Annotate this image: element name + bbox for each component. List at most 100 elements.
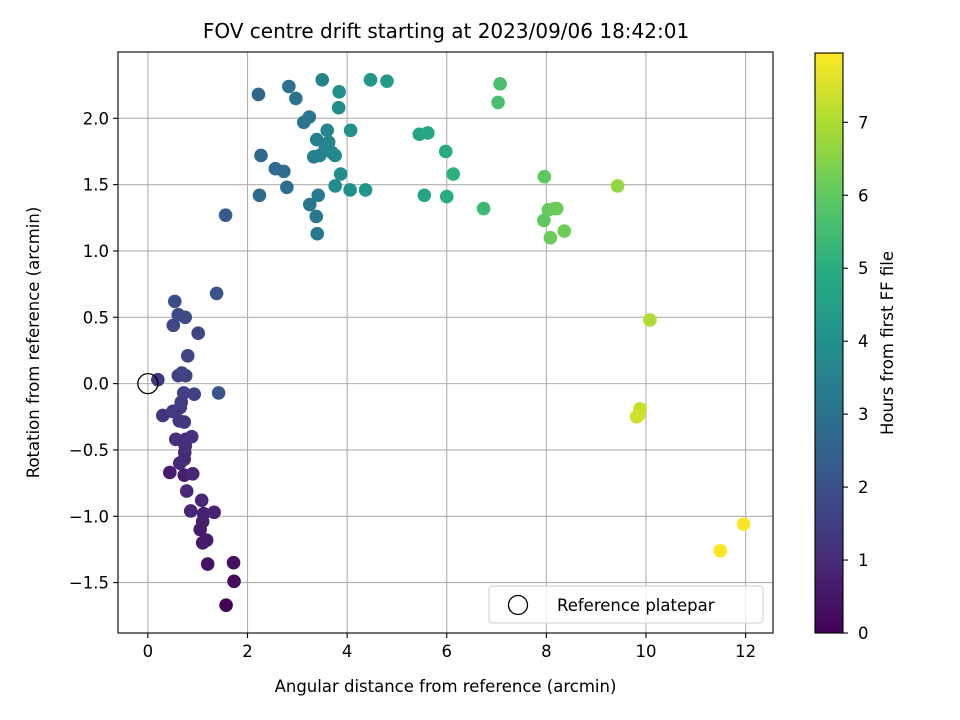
data-point [358,183,373,197]
data-point [185,467,200,481]
x-tick-label: 12 [735,642,756,661]
colorbar-label: Hours from first FF file [878,251,897,435]
x-tick-label: 2 [242,642,253,661]
data-point [491,95,505,110]
y-tick-label: 0.5 [83,308,109,327]
x-axis-ticks: 0 2 4 6 8 10 12 [143,633,756,661]
data-point [446,167,461,181]
data-point [543,230,558,245]
reference-marker [137,372,159,395]
y-tick-label: 2.0 [83,109,109,128]
colorbar-frame [814,52,844,634]
x-tick-label: 0 [143,642,154,661]
data-point [331,100,346,115]
data-point [343,183,357,197]
data-point [343,123,358,138]
colorbar-tick-label: 0 [858,624,869,643]
colorbar-gradient [815,53,843,633]
grid [118,52,773,633]
data-point [194,493,209,508]
data-point [610,179,625,193]
data-point [289,91,303,106]
colorbar-tick-label: 4 [858,332,869,351]
data-point [439,189,454,204]
x-tick-label: 6 [441,642,452,661]
data-point [421,126,435,140]
data-point [226,555,241,570]
data-point [302,110,317,124]
data-point [178,310,193,325]
data-point [211,386,226,400]
data-point [282,79,296,94]
colorbar-tick-label: 5 [858,259,869,278]
data-point [191,326,205,341]
data-point [179,484,194,498]
data-point [183,504,198,518]
data-point [199,533,214,547]
legend: Reference platepar [488,585,764,624]
data-point [713,543,728,558]
x-tick-label: 10 [635,642,656,661]
data-point [309,209,324,224]
data-points [137,73,751,612]
legend-label: Reference platepar [557,596,715,615]
colorbar-tick-label: 3 [858,405,869,424]
data-point [218,208,233,222]
data-point [493,77,507,91]
data-point [219,598,233,612]
data-point [168,432,183,447]
data-point [176,386,191,400]
data-point [332,84,346,99]
data-point [309,132,324,147]
data-point [537,169,552,184]
data-point [631,408,646,423]
data-point [209,286,224,301]
data-point [380,74,394,88]
colorbar: 0 1 2 3 4 5 6 7 Hours from first FF file [814,52,897,643]
x-tick-label: 4 [342,642,353,661]
data-point [251,87,266,102]
data-point [252,188,267,203]
data-point [550,201,564,216]
data-point [557,224,572,238]
data-point [227,574,241,589]
data-point [207,505,221,520]
data-point [321,135,336,150]
plot-frame [117,51,774,634]
colorbar-tick-label: 7 [858,113,869,132]
colorbar-tick-label: 1 [858,551,869,570]
data-point [184,429,199,444]
data-point [167,294,182,309]
data-point [277,164,291,179]
data-point [333,167,348,181]
data-point [310,226,325,241]
data-point [315,73,330,87]
colorbar-tick-label: 6 [858,186,869,205]
x-axis-label: Angular distance from reference (arcmin) [275,677,617,696]
data-point [363,73,378,87]
legend-marker [507,594,529,616]
y-axis-label: Rotation from reference (arcmin) [24,207,43,479]
data-point [200,557,215,571]
y-axis-ticks: −1.5 −1.0 −0.5 0.0 0.5 1.0 1.5 2.0 [69,109,118,593]
colorbar-tick-label: 2 [858,478,869,497]
chart-title: FOV centre drift starting at 2023/09/06 … [203,19,689,43]
data-point [537,213,551,228]
data-point [302,197,317,212]
data-point [180,348,195,363]
y-tick-label: 1.0 [83,242,109,261]
data-point [196,506,211,521]
legend-box [488,585,764,624]
data-point [320,123,335,138]
data-point [736,517,751,532]
y-tick-label: −1.0 [69,507,109,526]
data-point [311,188,326,203]
y-tick-label: −0.5 [69,441,109,460]
data-point [280,180,294,195]
y-tick-label: 1.5 [83,176,109,195]
data-point [254,148,268,163]
y-tick-label: 0.0 [83,375,109,394]
data-point [178,368,193,383]
data-point [187,387,202,402]
